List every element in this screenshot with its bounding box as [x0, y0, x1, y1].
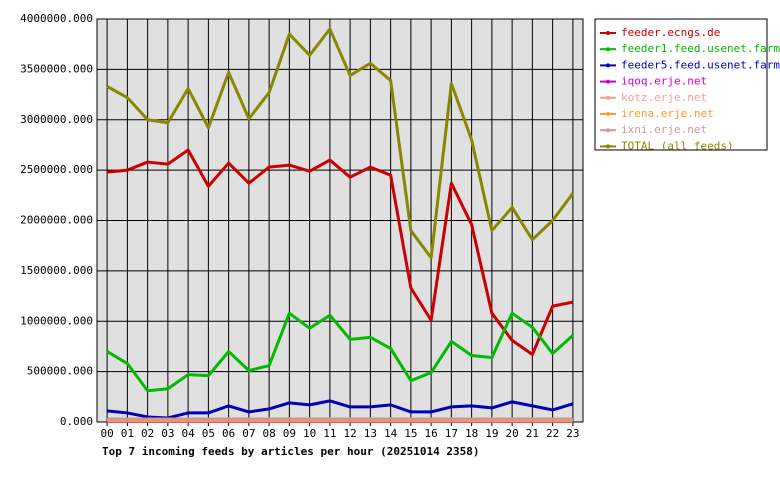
y-tick-label: 4000000.000 [20, 12, 93, 25]
x-tick-label: 01 [121, 427, 134, 440]
legend [594, 18, 768, 151]
series-line [106, 399, 574, 420]
legend-swatch-dot [606, 63, 610, 68]
x-tick-label: 05 [202, 427, 215, 440]
x-tick-label: 20 [506, 427, 519, 440]
y-tick-label: 2000000.000 [20, 214, 93, 227]
legend-label: iqoq.erje.net [621, 75, 707, 88]
y-tick-label: 2500000.000 [20, 163, 93, 176]
legend-swatch-dot [606, 31, 610, 35]
x-tick-label: 12 [344, 427, 357, 440]
x-tick-label: 07 [242, 427, 255, 440]
x-tick-label: 11 [323, 427, 336, 440]
x-tick-label: 23 [566, 427, 579, 440]
legend-label: feeder1.feed.usenet.farm [621, 42, 780, 55]
legend-swatch-dot [606, 144, 610, 149]
legend-swatch-dot [606, 47, 610, 52]
x-tick-label: 22 [546, 427, 559, 440]
y-tick-label: 0.000 [60, 415, 93, 428]
legend-swatch-dot [606, 128, 610, 133]
legend-label: irena.erje.net [621, 107, 714, 120]
legend-swatch-dot [606, 95, 610, 100]
y-tick-label: 3500000.000 [20, 62, 93, 75]
legend-label: TOTAL (all feeds) [621, 139, 734, 152]
x-tick-label: 18 [465, 427, 478, 440]
x-tick-label: 14 [384, 427, 398, 440]
x-tick-label: 21 [526, 427, 539, 440]
legend-label: ixni.erje.net [621, 123, 707, 136]
x-tick-label: 08 [263, 427, 276, 440]
y-tick-label: 3000000.000 [20, 113, 93, 126]
chart-title: Top 7 incoming feeds by articles per hou… [102, 445, 480, 458]
series-line [106, 311, 574, 393]
legend-label: kotz.erje.net [621, 91, 707, 104]
x-tick-label: 10 [303, 427, 316, 440]
legend-swatch-dot [606, 112, 610, 116]
y-tick-label: 500000.000 [27, 365, 93, 378]
series-line [106, 27, 575, 260]
x-tick-label: 00 [101, 427, 114, 440]
legend-label: feeder.ecngs.de [621, 26, 720, 39]
x-tick-label: 13 [364, 427, 377, 440]
x-tick-label: 02 [141, 427, 154, 440]
y-tick-label: 1500000.000 [20, 264, 93, 277]
x-tick-label: 09 [283, 427, 296, 440]
x-tick-label: 04 [182, 427, 196, 440]
x-tick-label: 03 [161, 427, 174, 440]
x-tick-label: 17 [445, 427, 458, 440]
x-tick-label: 19 [485, 427, 498, 440]
series-line [106, 148, 574, 356]
x-tick-label: 16 [425, 427, 438, 440]
x-tick-label: 15 [404, 427, 417, 440]
x-tick-label: 06 [222, 427, 235, 440]
y-tick-label: 1000000.000 [20, 314, 93, 327]
legend-swatch-dot [606, 79, 610, 84]
legend-label: feeder5.feed.usenet.farm [621, 58, 780, 71]
